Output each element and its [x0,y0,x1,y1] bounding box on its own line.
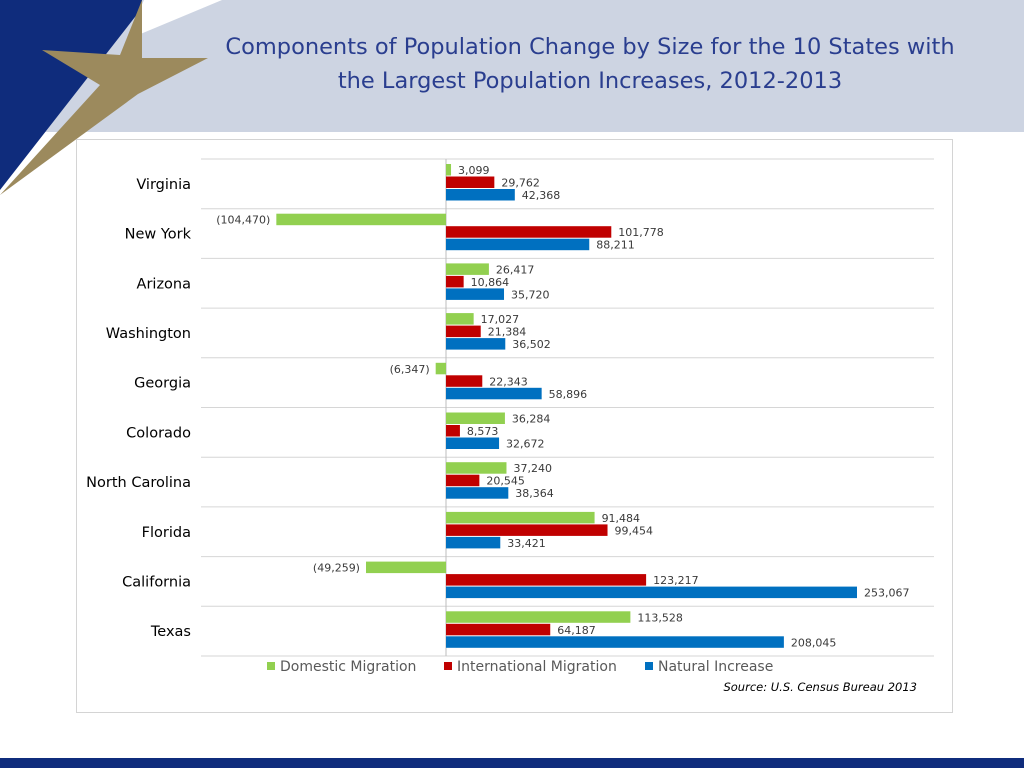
title-line-2: the Largest Population Increases, 2012-2… [337,68,843,94]
corner-star-logo [0,0,222,195]
bar-natural-increase-georgia [446,387,542,400]
bar-international-migration-california [446,574,647,586]
category-label-north-carolina: North Carolina [86,475,191,491]
bar-international-migration-colorado [446,425,460,437]
data-label-international-migration-texas: 64,187 [557,624,596,637]
bar-domestic-migration-california [365,561,446,574]
bar-domestic-migration-north-carolina [446,462,507,474]
bar-domestic-migration-colorado [446,412,505,424]
source-note: Source: U.S. Census Bureau 2013 [723,680,917,694]
bar-domestic-migration-georgia [435,362,446,375]
data-label-international-migration-california: 123,217 [653,574,699,587]
data-label-natural-increase-arizona: 35,720 [511,288,549,301]
data-label-domestic-migration-texas: 113,528 [637,611,683,624]
bar-natural-increase-florida [446,536,501,549]
data-label-international-migration-arizona: 10,864 [471,276,510,289]
data-label-domestic-migration-florida: 91,484 [602,512,641,525]
data-label-natural-increase-georgia: 58,896 [549,388,588,401]
legend-swatch-natural-increase [645,662,653,670]
bar-international-migration-texas [446,623,551,636]
data-label-natural-increase-new-york: 88,211 [596,239,635,252]
category-label-arizona: Arizona [137,276,191,292]
bar-natural-increase-california [446,586,857,599]
chart-frame: Virginia 3,099 29,762 42,368 New York (104,47… [76,139,953,713]
data-label-natural-increase-virginia: 42,368 [522,189,561,202]
data-label-natural-increase-north-carolina: 38,364 [515,487,554,500]
legend-label-domestic-migration: Domestic Migration [280,659,416,675]
category-label-florida: Florida [142,525,191,541]
slide-title: Components of Population Change by Size … [200,30,980,98]
data-label-natural-increase-california: 253,067 [864,587,910,600]
data-label-domestic-migration-new-york: (104,470) [216,214,270,227]
legend-swatch-domestic-migration [267,662,275,670]
bar-natural-increase-north-carolina [446,487,509,499]
data-label-natural-increase-florida: 33,421 [507,537,545,550]
data-label-international-migration-georgia: 22,343 [489,375,528,388]
corner-white-shape [126,0,222,40]
bar-international-migration-washington [446,325,481,338]
corner-blue-shape [0,0,142,190]
category-label-washington: Washington [106,326,191,342]
legend-label-international-migration: International Migration [457,659,617,675]
legend-swatch-international-migration [444,662,452,670]
bar-international-migration-arizona [446,275,464,288]
title-line-1: Components of Population Change by Size … [225,34,955,60]
data-label-domestic-migration-virginia: 3,099 [458,164,490,177]
data-label-domestic-migration-colorado: 36,284 [512,413,551,426]
bar-international-migration-georgia [446,375,483,387]
data-label-international-migration-colorado: 8,573 [467,425,499,438]
bar-domestic-migration-virginia [446,164,452,176]
data-label-domestic-migration-georgia: (6,347) [390,363,430,376]
data-label-natural-increase-washington: 36,502 [512,338,551,351]
data-label-domestic-migration-north-carolina: 37,240 [513,462,552,475]
legend-label-natural-increase: Natural Increase [658,659,773,675]
bar-domestic-migration-florida [446,511,595,524]
bar-international-migration-new-york [446,226,612,238]
bar-domestic-migration-texas [446,611,631,623]
star-icon [0,0,208,195]
bar-natural-increase-texas [446,636,784,648]
bar-natural-increase-arizona [446,288,505,300]
data-label-international-migration-washington: 21,384 [488,326,527,339]
bar-natural-increase-virginia [446,189,515,201]
category-label-virginia: Virginia [136,177,191,193]
bar-natural-increase-washington [446,338,506,350]
category-label-colorado: Colorado [126,425,191,441]
bar-domestic-migration-washington [446,313,474,325]
data-label-international-migration-new-york: 101,778 [618,226,664,239]
data-label-domestic-migration-california: (49,259) [313,562,360,575]
data-label-domestic-migration-washington: 17,027 [481,313,520,326]
bar-domestic-migration-new-york [276,213,446,226]
bar-international-migration-florida [446,524,608,536]
bar-natural-increase-new-york [446,238,590,251]
data-label-international-migration-north-carolina: 20,545 [486,475,525,488]
data-label-international-migration-virginia: 29,762 [501,177,540,190]
category-label-georgia: Georgia [134,376,191,392]
bar-international-migration-virginia [446,176,495,188]
bar-domestic-migration-arizona [446,263,489,275]
bottom-bar [0,758,1024,768]
category-label-texas: Texas [150,624,191,640]
data-label-natural-increase-texas: 208,045 [791,636,837,649]
category-label-new-york: New York [125,227,192,243]
data-label-natural-increase-colorado: 32,672 [506,438,544,451]
data-label-international-migration-florida: 99,454 [615,524,654,537]
bar-natural-increase-colorado [446,437,500,449]
category-label-california: California [122,574,191,590]
data-label-domestic-migration-arizona: 26,417 [496,263,535,276]
bar-international-migration-north-carolina [446,474,480,487]
